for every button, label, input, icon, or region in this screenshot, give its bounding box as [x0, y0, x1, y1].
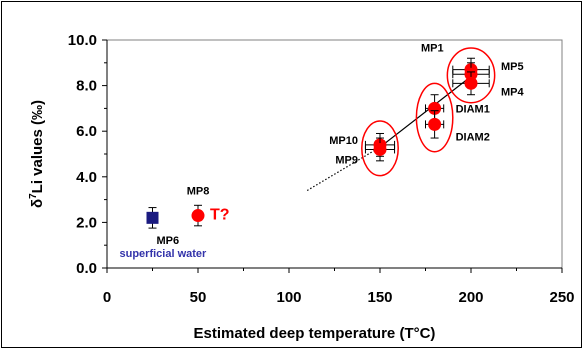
label-diam1: DIAM1	[456, 103, 490, 115]
point-mp9	[364, 137, 396, 162]
label-mp4: MP4	[501, 86, 525, 98]
y-axis-title: δ7Li values (‰)	[28, 100, 46, 208]
x-tick-label: 100	[276, 289, 301, 306]
group-ellipse	[446, 47, 496, 104]
group-ellipse	[415, 82, 454, 153]
label-mp6: MP6	[157, 235, 180, 247]
y-tick-label: 6.0	[76, 123, 97, 140]
x-tick-label: 200	[458, 289, 483, 306]
label-mp8: MP8	[187, 186, 210, 198]
point-mp4	[452, 71, 490, 96]
point-marker	[191, 209, 205, 223]
point-marker	[464, 76, 478, 90]
point-labels: MP1 MP5 MP4 DIAM1 DIAM2 MP10 MP9 MP8 MP6	[157, 43, 525, 247]
trend-line-dotted	[306, 146, 381, 191]
x-tick-label: 50	[190, 289, 207, 306]
trend-line	[306, 76, 472, 191]
label-mp5: MP5	[501, 61, 524, 73]
point-mp6	[146, 207, 159, 229]
y-tick-label: 8.0	[76, 78, 97, 95]
label-mp1: MP1	[421, 43, 444, 55]
group-ellipse	[361, 120, 399, 177]
y-axis-title-sup: 7	[28, 193, 39, 199]
axis-ticks: 0 50 100 150 200 250 0.0 2.0 4.0 6.0 8.0 10.0	[68, 32, 575, 306]
label-mp10: MP10	[329, 135, 358, 147]
point-marker	[428, 117, 442, 131]
superficial-water-annotation: superficial water	[120, 248, 208, 260]
data-points	[146, 57, 490, 229]
point-marker	[146, 211, 159, 224]
x-tick-label: 250	[549, 289, 574, 306]
point-diam2	[425, 110, 445, 139]
point-mp8	[191, 204, 205, 227]
x-axis-title: Estimated deep temperature (T°C)	[194, 325, 436, 342]
x-tick-label: 0	[103, 289, 111, 306]
point-marker	[428, 101, 442, 115]
group-ellipses	[361, 47, 496, 177]
label-mp9: MP9	[335, 154, 358, 166]
label-diam2: DIAM2	[456, 131, 490, 143]
point-marker	[373, 142, 387, 156]
temperature-unknown-annotation: T?	[210, 207, 230, 224]
x-tick-label: 150	[367, 289, 392, 306]
y-axis-title-delta: δ	[29, 199, 46, 208]
y-axis-title-rest: Li values (‰)	[29, 100, 46, 193]
y-tick-label: 4.0	[76, 169, 97, 186]
y-tick-label: 2.0	[76, 214, 97, 231]
y-tick-label: 0.0	[76, 260, 97, 277]
y-tick-label: 10.0	[68, 32, 97, 49]
